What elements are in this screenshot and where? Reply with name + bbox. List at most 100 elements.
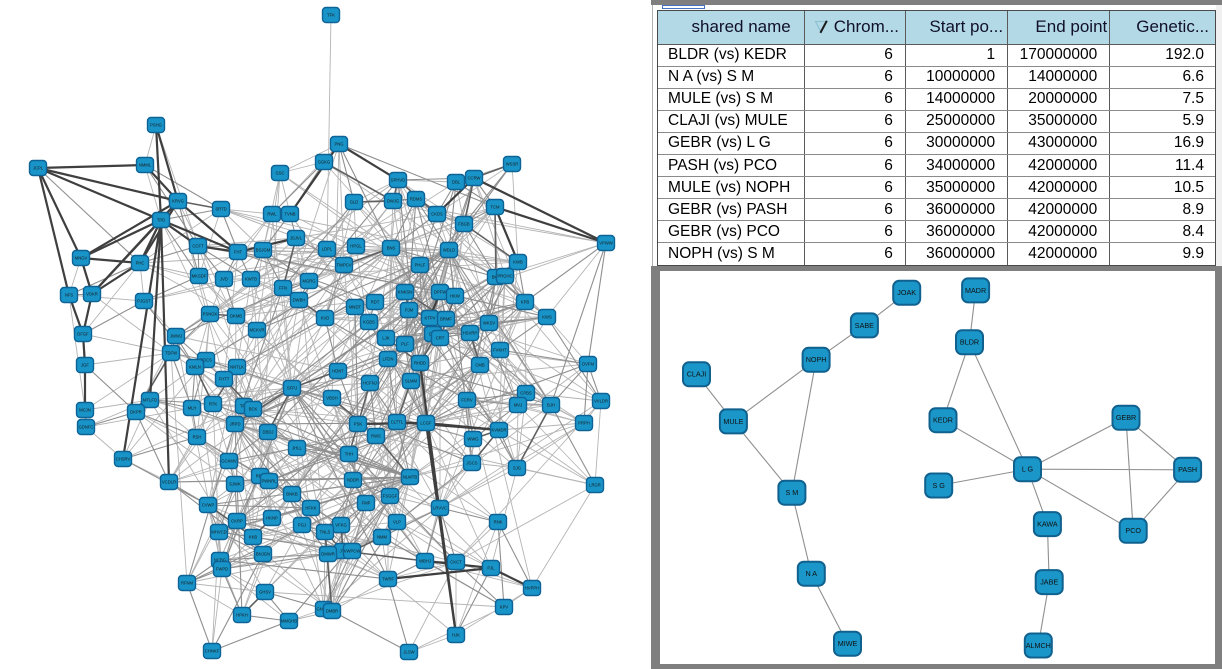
svg-text:MIWE: MIWE (838, 639, 858, 648)
svg-text:VCDLR: VCDLR (162, 480, 176, 485)
svg-text:RTK: RTK (209, 402, 218, 407)
svg-text:MNGV: MNGV (75, 256, 88, 261)
svg-text:SJG: SJG (513, 466, 521, 471)
svg-text:THH: THH (345, 452, 354, 457)
svg-text:KPB: KPB (521, 300, 530, 305)
svg-text:NDDR: NDDR (347, 478, 359, 483)
svg-text:HCFNJ: HCFNJ (363, 381, 377, 386)
svg-text:RDMS: RDMS (410, 197, 423, 202)
svg-text:LRGR: LRGR (589, 483, 601, 488)
svg-text:CLTTL: CLTTL (391, 420, 404, 425)
svg-text:MVJ: MVJ (514, 403, 522, 408)
svg-text:WDLD: WDLD (443, 248, 455, 253)
svg-text:WWG: WWG (467, 437, 478, 442)
svg-text:KRVG: KRVG (172, 199, 184, 204)
svg-text:HKW: HKW (450, 294, 460, 299)
svg-text:DWBH: DWBH (293, 298, 306, 303)
svg-text:GHSV: GHSV (259, 590, 271, 595)
svg-text:JWWJ: JWWJ (170, 334, 182, 339)
svg-text:PSK: PSK (354, 422, 363, 427)
svg-text:NCBG: NCBG (214, 558, 226, 563)
svg-text:BNKB: BNKB (286, 492, 298, 497)
svg-text:MLH: MLH (188, 406, 197, 411)
svg-text:PSHG: PSHG (150, 123, 162, 128)
svg-text:TCM: TCM (490, 205, 500, 210)
svg-text:DBL: DBL (452, 180, 461, 185)
svg-text:RDCS: RDCS (200, 358, 212, 363)
svg-text:DVFM: DVFM (582, 362, 594, 367)
svg-text:NNTLK: NNTLK (230, 365, 244, 370)
svg-text:JCPL: JCPL (33, 166, 44, 171)
svg-text:CRT: CRT (436, 336, 445, 341)
svg-text:PSNGK: PSNGK (203, 312, 218, 317)
svg-text:RFNM: RFNM (181, 581, 194, 586)
svg-text:GSC: GSC (275, 171, 284, 176)
svg-text:JSJVL: JSJVL (290, 236, 303, 241)
svg-text:BRMF: BRMF (440, 317, 452, 322)
svg-text:CPBS: CPBS (520, 391, 532, 396)
svg-text:GLD: GLD (350, 200, 359, 205)
svg-text:HDNT: HDNT (332, 369, 344, 374)
svg-text:PRGHC: PRGHC (497, 274, 512, 279)
svg-text:FBGB: FBGB (458, 222, 470, 227)
svg-text:MTLFD: MTLFD (143, 398, 157, 403)
svg-text:CMB: CMB (475, 363, 485, 368)
svg-text:PLF: PLF (401, 342, 409, 347)
svg-text:TPD: TPD (157, 218, 165, 223)
svg-text:TWRF: TWRF (382, 577, 395, 582)
svg-text:KNKSN: KNKSN (398, 290, 412, 295)
svg-text:SJWK: SJWK (229, 482, 241, 487)
svg-text:HFKK: HFKK (305, 506, 316, 511)
svg-text:KKB: KKB (249, 535, 258, 540)
svg-text:PWNRL: PWNRL (261, 479, 277, 484)
svg-text:KTPV: KTPV (425, 316, 436, 321)
svg-text:RWL: RWL (267, 212, 277, 217)
svg-text:MGRG: MGRG (302, 279, 315, 284)
svg-text:PJGST: PJGST (137, 299, 151, 304)
svg-text:BJH: BJH (547, 403, 555, 408)
svg-text:CCRW: CCRW (468, 176, 481, 181)
svg-text:FSGGF: FSGGF (383, 494, 398, 499)
svg-text:JGF: JGF (81, 363, 89, 368)
svg-text:TVNB: TVNB (284, 212, 295, 217)
svg-text:MULE: MULE (723, 417, 743, 426)
svg-text:TDFW: TDFW (165, 351, 177, 356)
svg-text:JLSW: JLSW (403, 650, 414, 655)
svg-text:HPGL: HPGL (350, 244, 362, 249)
svg-text:PGJ: PGJ (298, 523, 306, 528)
svg-text:DMWR: DMWR (321, 552, 335, 557)
svg-text:BNS: BNS (387, 246, 396, 251)
svg-text:NMML: NMML (139, 163, 152, 168)
svg-text:S M: S M (786, 488, 799, 497)
svg-text:BCK: BCK (249, 407, 258, 412)
svg-text:BNJGN: BNJGN (256, 552, 270, 557)
svg-text:FVKHT: FVKHT (493, 348, 507, 353)
svg-text:DFGF: DFGF (77, 332, 89, 337)
svg-text:BLDR: BLDR (960, 338, 979, 347)
svg-text:TNLS: TNLS (320, 530, 331, 535)
svg-text:WKSV: WKSV (483, 321, 496, 326)
svg-text:KVD: KVD (321, 316, 330, 321)
svg-text:JHLL: JHLL (292, 446, 302, 451)
svg-text:L G: L G (1022, 465, 1034, 474)
svg-text:MADR: MADR (965, 286, 986, 295)
svg-text:GCKMV: GCKMV (221, 459, 237, 464)
svg-text:SABE: SABE (855, 321, 874, 330)
svg-text:FMP: FMP (362, 501, 371, 506)
svg-text:CHNKF: CHNKF (205, 649, 220, 654)
svg-text:WSSR: WSSR (506, 162, 519, 167)
svg-text:KGBS: KGBS (363, 320, 375, 325)
svg-text:KWTB: KWTB (245, 277, 257, 282)
svg-text:SLMM: SLMM (405, 379, 418, 384)
svg-text:MHVCD: MHVCD (211, 530, 226, 535)
svg-text:HJK: HJK (452, 633, 460, 638)
svg-text:VWPCW: VWPCW (344, 549, 361, 554)
svg-text:JVD: JVD (220, 277, 228, 282)
svg-text:DMBR: DMBR (326, 609, 338, 614)
svg-text:N A: N A (806, 569, 818, 578)
svg-text:VBSH: VBSH (326, 396, 337, 401)
svg-text:RWS: RWS (371, 434, 381, 439)
svg-text:CKRP: CKRP (231, 519, 243, 524)
svg-text:VPWW: VPWW (599, 241, 613, 246)
svg-text:HVPPH: HVPPH (525, 586, 539, 591)
